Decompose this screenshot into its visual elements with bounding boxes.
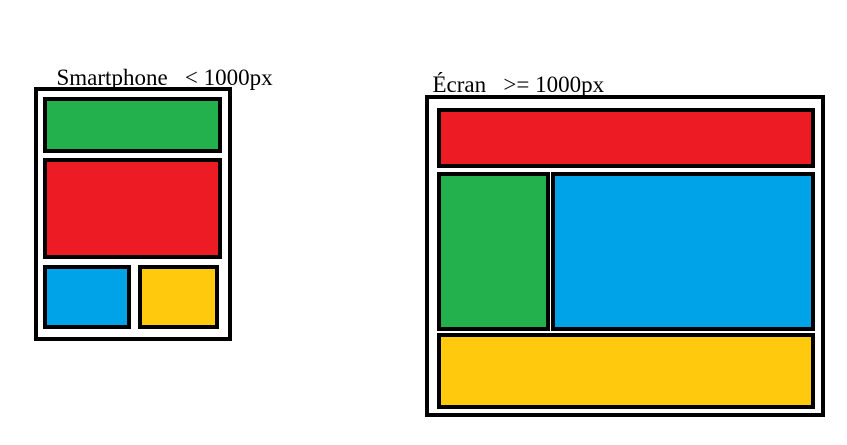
screen-block-blue	[551, 172, 815, 331]
smartphone-block-yellow	[138, 265, 219, 329]
smartphone-title: Smartphone	[56, 65, 168, 90]
smartphone-block-green	[43, 97, 222, 153]
screen-title: Écran	[432, 72, 487, 97]
screen-frame	[425, 95, 825, 417]
screen-block-green	[437, 172, 550, 331]
smartphone-condition: < 1000px	[184, 65, 273, 90]
screen-block-yellow	[437, 333, 815, 409]
smartphone-block-blue	[43, 265, 131, 329]
screen-condition: >= 1000px	[503, 72, 605, 97]
smartphone-block-red	[43, 158, 222, 259]
screen-block-red	[437, 108, 815, 168]
smartphone-frame	[34, 87, 232, 341]
screen-label: Écran >= 1000px	[421, 50, 605, 97]
smartphone-label: Smartphone < 1000px	[45, 43, 273, 89]
